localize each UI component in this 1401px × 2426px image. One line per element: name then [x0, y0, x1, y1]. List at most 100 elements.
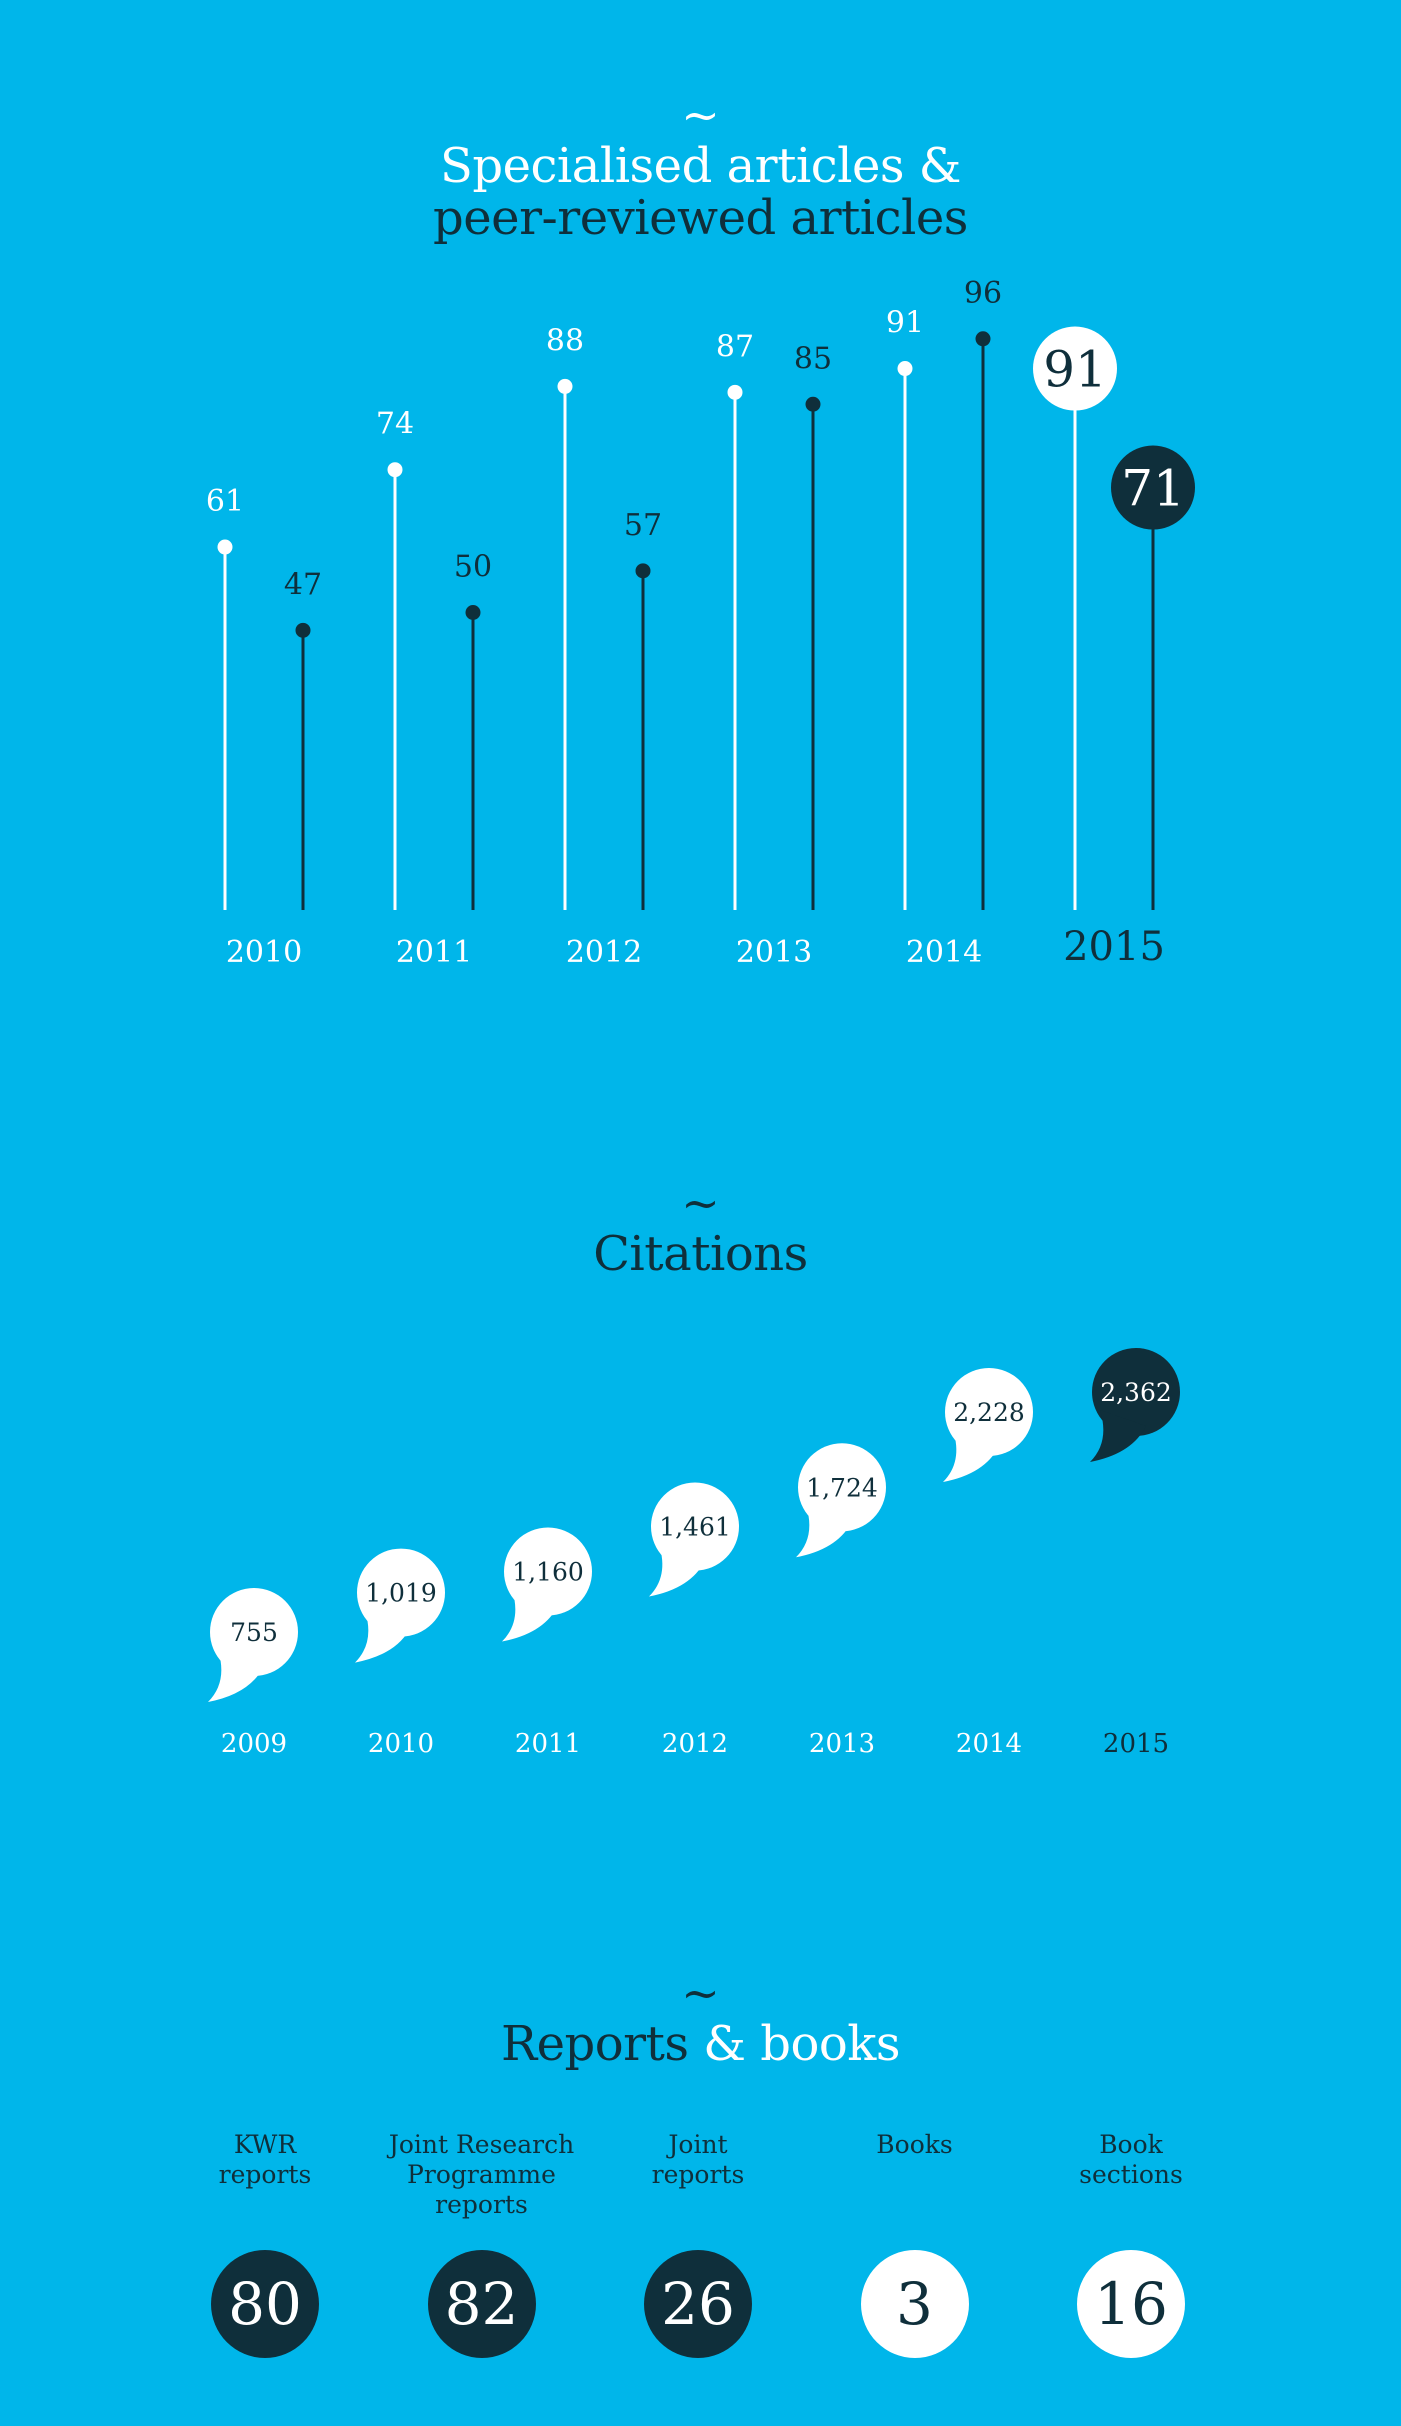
reports-item-count-0: 80: [211, 2250, 319, 2358]
reports-item-label-line: Programme: [407, 2160, 556, 2189]
reports-item-label-line: Books: [876, 2130, 953, 2159]
lollipop-dot-2011-s0: [387, 462, 403, 478]
citation-bubble-tail-2015: [1090, 1410, 1146, 1462]
reports-item-label-1: Joint Research Programme reports: [382, 2130, 582, 2220]
citation-value-label-2014: 2,228: [953, 1398, 1025, 1427]
reports-item-label-2: Joint reports: [598, 2130, 798, 2190]
reports-item-label-4: Book sections: [1031, 2130, 1231, 2190]
reports-item-label-line: Book: [1099, 2130, 1163, 2159]
reports-item-label-line: Joint Research: [388, 2130, 575, 2159]
citation-value-label-2011: 1,160: [512, 1558, 584, 1587]
reports-item-count-1: 82: [427, 2250, 536, 2358]
citation-bubble-circle-2013: [798, 1443, 886, 1532]
lollipop-value-label-2013-s1: 85: [794, 341, 832, 376]
articles-title: Specialised articles & peer-reviewed art…: [0, 140, 1401, 244]
reports-item-count-2: 26: [644, 2250, 752, 2358]
lollipop-dot-2011-s1: [465, 605, 481, 620]
citation-year-label-2014: 2014: [956, 1729, 1022, 1759]
reports-title: Reports & books: [0, 2018, 1401, 2070]
citation-value-label-2015: 2,362: [1100, 1378, 1172, 1407]
lollipop-bubble-2015-s0: [1033, 326, 1117, 411]
reports-item-label-line: KWR: [233, 2130, 297, 2159]
lollipop-year-label-2013: 2013: [736, 935, 812, 970]
citation-year-label-2015: 2015: [1103, 1729, 1169, 1759]
citation-bubble-circle-2012: [651, 1482, 739, 1571]
lollipop-value-label-2015-s0: 91: [1043, 341, 1107, 399]
citations-section: ~ Citations 755 2009 1,019 2010 1,160 2011 1,4…: [208, 1176, 1180, 1759]
lollipop-year-label-2012: 2012: [566, 935, 642, 970]
citation-bubble-tail-2013: [796, 1505, 852, 1558]
reports-item-label-line: reports: [651, 2160, 745, 2189]
reports-tilde-ornament: ~: [681, 1966, 720, 2020]
articles-tilde-ornament: ~: [681, 88, 720, 142]
citation-bubble-2015: 2,362: [1090, 1348, 1180, 1462]
citation-bubble-2011: 1,160: [502, 1527, 592, 1642]
citation-bubble-2013: 1,724: [796, 1443, 886, 1558]
citation-bubble-circle-2011: [504, 1527, 592, 1616]
citation-year-label-2013: 2013: [809, 1729, 875, 1759]
citation-bubble-circle-2009: [210, 1588, 298, 1676]
lollipop-value-label-2011-s1: 50: [454, 550, 492, 585]
citation-bubble-tail-2014: [943, 1430, 999, 1483]
citation-bubble-tail-2012: [649, 1544, 705, 1597]
articles-title-line2: peer-reviewed articles: [433, 190, 968, 246]
lollipop-dot-2014-s1: [975, 331, 991, 347]
citation-bubble-2014: 2,228: [943, 1368, 1033, 1483]
reports-title-main: Reports: [500, 2016, 689, 2072]
lollipop-value-label-2010-s1: 47: [284, 567, 322, 602]
citation-year-label-2009: 2009: [221, 1729, 287, 1759]
lollipop-dot-2013-s1: [805, 396, 821, 412]
lollipop-value-label-2014-s0: 91: [886, 306, 924, 341]
citation-year-label-2011: 2011: [515, 1729, 581, 1759]
citation-value-label-2013: 1,724: [806, 1473, 878, 1502]
lollipop-value-label-2011-s0: 74: [376, 407, 414, 442]
lollipop-dot-2012-s0: [557, 378, 573, 394]
lollipop-value-label-2012-s0: 88: [546, 323, 584, 358]
lollipop-value-label-2010-s0: 61: [206, 484, 244, 519]
articles-lollipop-chart: 61 47 2010 74 50 2011 88 57 2012 87 85 2013 91 96 2014…: [206, 276, 1195, 970]
citation-bubble-circle-2010: [357, 1548, 445, 1637]
citation-bubble-tail-2010: [355, 1610, 411, 1663]
citation-year-label-2010: 2010: [368, 1729, 434, 1759]
lollipop-value-label-2014-s1: 96: [964, 276, 1002, 311]
citation-bubble-circle-2014: [945, 1368, 1033, 1457]
citation-value-label-2012: 1,461: [659, 1513, 731, 1542]
lollipop-dot-2012-s1: [635, 563, 651, 579]
reports-item-label-line: sections: [1079, 2160, 1183, 2189]
lollipop-year-label-2011: 2011: [396, 935, 472, 970]
citation-year-label-2012: 2012: [662, 1729, 728, 1759]
reports-title-books: & books: [703, 2016, 901, 2072]
lollipop-value-label-2012-s1: 57: [624, 508, 662, 543]
lollipop-dot-2014-s0: [897, 361, 913, 377]
lollipop-year-label-2010: 2010: [226, 935, 302, 970]
citation-value-label-2010: 1,019: [365, 1579, 437, 1608]
citation-bubble-2012: 1,461: [649, 1482, 739, 1597]
lollipop-year-label-2015: 2015: [1063, 924, 1165, 970]
citations-bubble-chart: 755 2009 1,019 2010 1,160 2011 1,461 2012 1,724 2…: [208, 1348, 1180, 1759]
citation-bubble-tail-2011: [502, 1589, 558, 1642]
lollipop-value-label-2013-s0: 87: [716, 329, 754, 364]
citation-bubble-circle-2015: [1092, 1348, 1180, 1436]
reports-item-label-3: Books: [815, 2130, 1015, 2160]
citation-bubble-tail-2009: [208, 1650, 264, 1702]
lollipop-value-label-2015-s1: 71: [1121, 460, 1185, 518]
reports-item-label-line: Joint: [668, 2130, 728, 2159]
lollipop-dot-2010-s1: [295, 622, 311, 638]
lollipop-dot-2010-s0: [217, 539, 233, 555]
reports-item-label-line: reports: [218, 2160, 312, 2189]
lollipop-dot-2013-s0: [727, 384, 743, 400]
reports-item-count-4: 16: [1077, 2250, 1185, 2358]
lollipop-bubble-2015-s1: [1111, 445, 1195, 530]
citation-bubble-2009: 755: [208, 1588, 298, 1702]
reports-item-label-line: reports: [435, 2190, 528, 2219]
citation-bubble-2010: 1,019: [355, 1548, 445, 1663]
reports-item-count-3: 3: [860, 2250, 969, 2358]
citation-value-label-2009: 755: [230, 1618, 278, 1647]
lollipop-year-label-2014: 2014: [906, 935, 982, 970]
citations-tilde-ornament: ~: [681, 1176, 720, 1230]
reports-item-label-0: KWR reports: [165, 2130, 365, 2190]
articles-section: ~ Specialised articles & peer-reviewed a…: [0, 0, 1401, 1000]
citations-title: Citations: [593, 1226, 808, 1282]
articles-title-line1: Specialised articles &: [439, 138, 962, 194]
